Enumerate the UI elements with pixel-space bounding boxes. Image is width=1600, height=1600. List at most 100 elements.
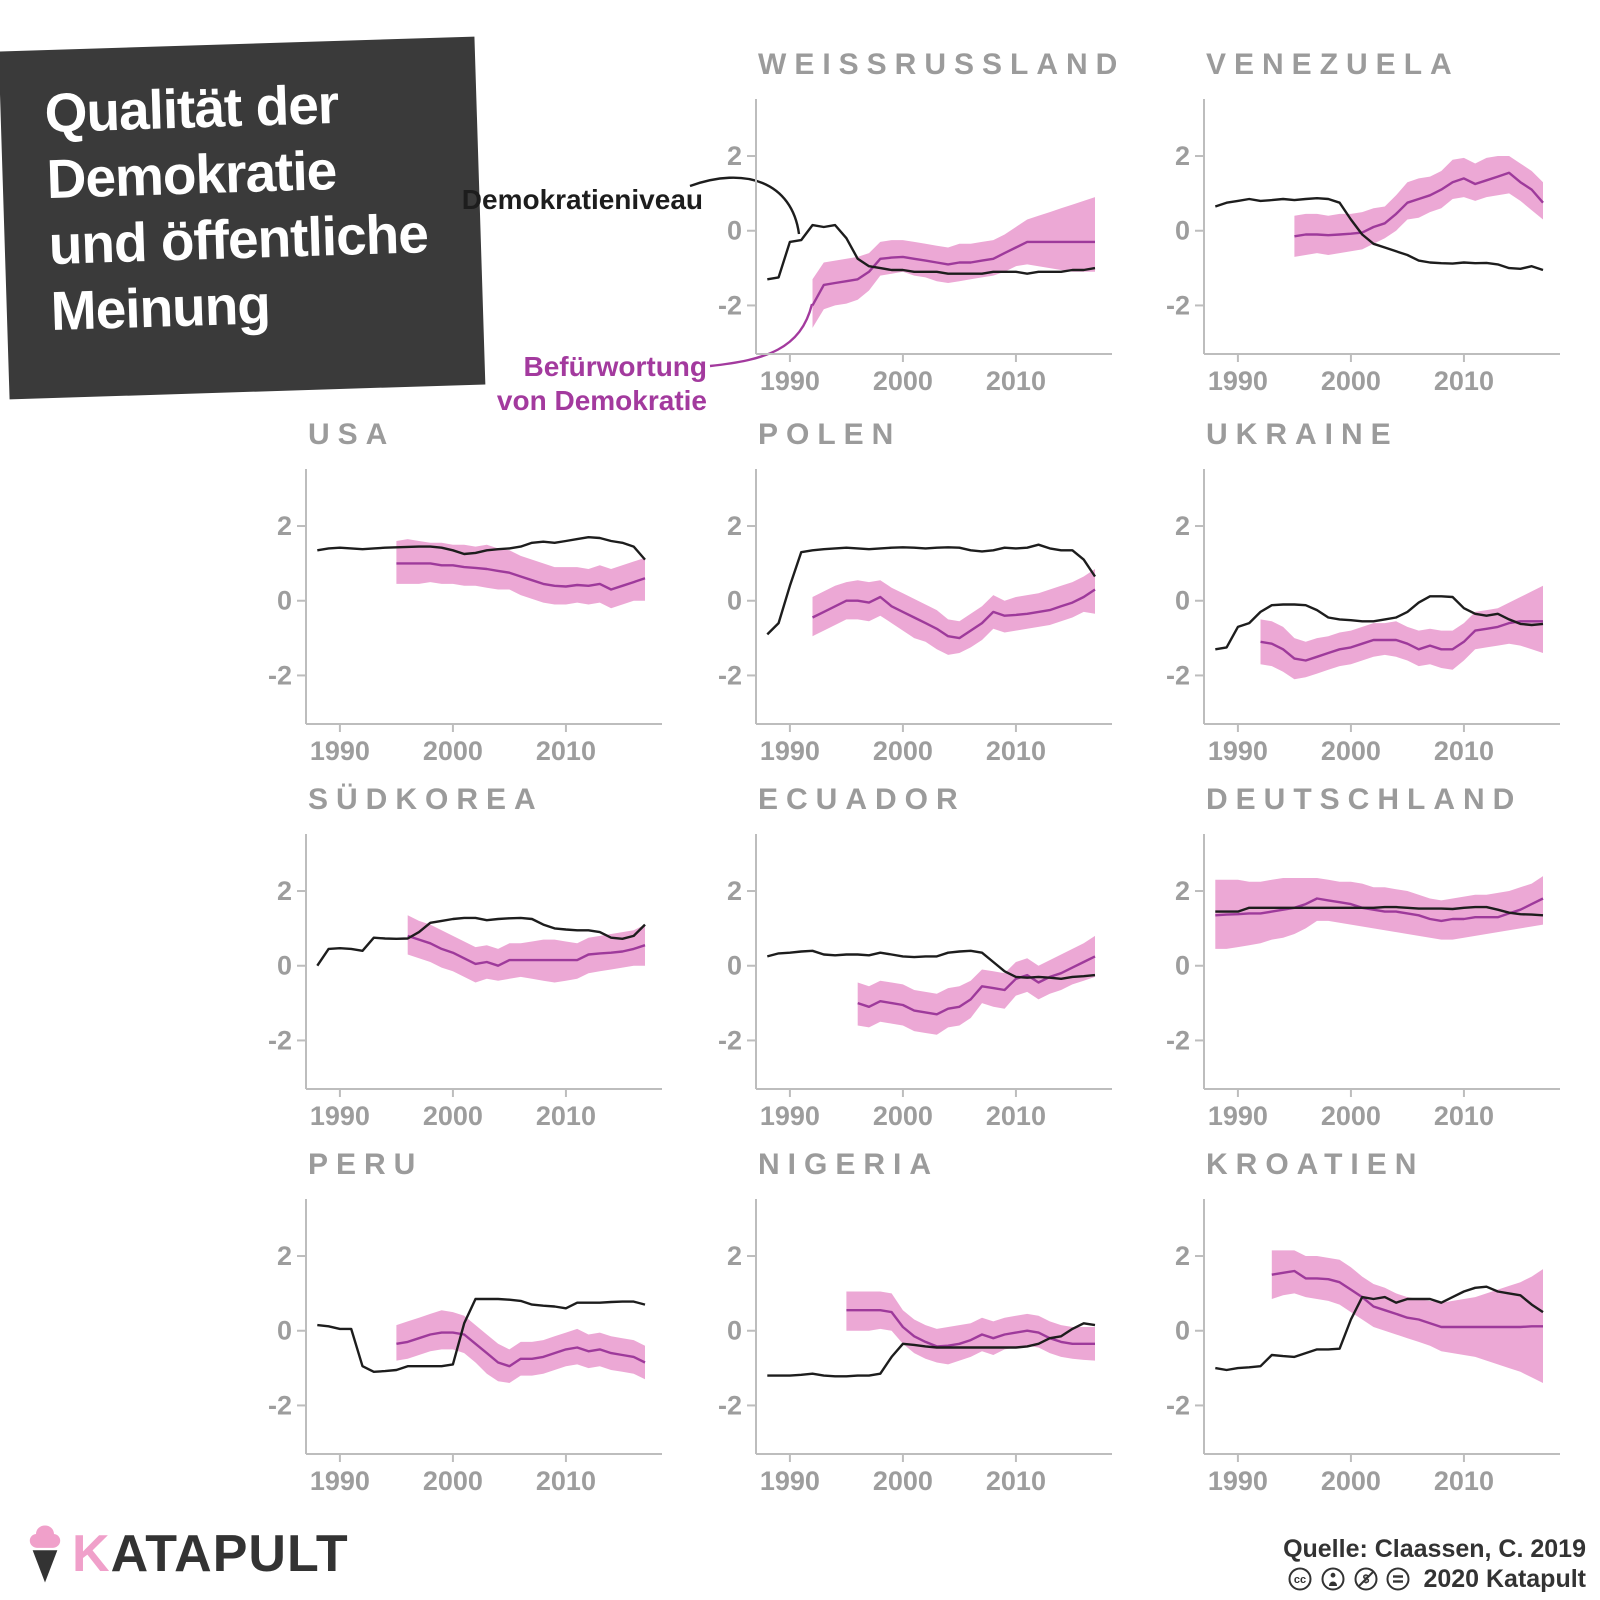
chart-cell: KROATIEN 2 0 -2 1990 2000 2010 bbox=[1148, 1148, 1568, 1498]
y-tick-label: 0 bbox=[277, 586, 292, 616]
support-line bbox=[407, 934, 646, 967]
x-tick-label: 1990 bbox=[760, 1101, 820, 1131]
chart-title: POLEN bbox=[758, 418, 902, 451]
y-tick-label: 0 bbox=[277, 1316, 292, 1346]
x-tick-label: 2000 bbox=[873, 366, 933, 396]
chart-cell: SÜDKOREA 2 0 -2 1990 2000 2010 bbox=[250, 783, 670, 1133]
license-line: cc $ 2020 Katapult bbox=[1283, 1564, 1586, 1598]
level-line bbox=[766, 949, 1096, 981]
x-tick-label: 2010 bbox=[1434, 736, 1494, 766]
support-line bbox=[857, 955, 1096, 1016]
chart-plot: 2 0 -2 1990 2000 2010 bbox=[718, 99, 1112, 396]
x-tick-label: 1990 bbox=[1208, 1101, 1268, 1131]
chart-plot: 2 0 -2 1990 2000 2010 bbox=[1166, 1199, 1560, 1496]
x-tick-label: 2000 bbox=[1321, 1101, 1381, 1131]
y-tick-label: -2 bbox=[718, 290, 742, 320]
y-tick-label: 0 bbox=[277, 951, 292, 981]
y-tick-label: 0 bbox=[1175, 586, 1190, 616]
y-tick-label: 2 bbox=[727, 1241, 742, 1271]
chart-plot: 2 0 -2 1990 2000 2010 bbox=[718, 1199, 1112, 1496]
x-tick-label: 2000 bbox=[423, 1101, 483, 1131]
source-block: Quelle: Claassen, C. 2019 cc $ bbox=[1283, 1534, 1586, 1598]
title-box: Qualität der Demokratie und öffentliche Mei… bbox=[0, 36, 486, 400]
legend-level-label: Demokratieniveau bbox=[461, 184, 703, 215]
support-line bbox=[846, 1308, 1095, 1348]
chart-cell: POLEN 2 0 -2 1990 2000 2010 bbox=[700, 418, 1120, 768]
x-tick-label: 2010 bbox=[536, 736, 596, 766]
cc-nc-icon: $ bbox=[1354, 1567, 1378, 1591]
cc-nd-icon bbox=[1386, 1567, 1410, 1591]
legend-support-line2: von Demokratie bbox=[496, 384, 707, 416]
x-tick-label: 2000 bbox=[1321, 366, 1381, 396]
y-tick-label: 2 bbox=[1175, 876, 1190, 906]
chart-plot: 2 0 -2 1990 2000 2010 bbox=[718, 834, 1112, 1131]
cc-icon: cc bbox=[1288, 1567, 1312, 1591]
x-tick-label: 2010 bbox=[1434, 1466, 1494, 1496]
x-tick-label: 2000 bbox=[1321, 736, 1381, 766]
brand-wordmark: KATAPULT bbox=[72, 1524, 349, 1584]
chart-cell: UKRAINE 2 0 -2 1990 2000 2010 bbox=[1148, 418, 1568, 768]
y-tick-label: 0 bbox=[727, 586, 742, 616]
brand-rest: ATAPULT bbox=[110, 1525, 349, 1583]
chart-cell: VENEZUELA 2 0 -2 1990 2000 2010 bbox=[1148, 48, 1568, 398]
x-tick-label: 2010 bbox=[536, 1101, 596, 1131]
confidence-band bbox=[396, 1310, 645, 1383]
chart-plot: 2 0 -2 1990 2000 2010 bbox=[718, 469, 1112, 766]
cc-by-icon bbox=[1321, 1567, 1345, 1591]
chart-plot: 2 0 -2 1990 2000 2010 bbox=[1166, 469, 1560, 766]
y-tick-label: -2 bbox=[718, 1025, 742, 1055]
level-line bbox=[767, 223, 1096, 281]
support-line bbox=[1271, 1269, 1543, 1329]
x-tick-label: 2010 bbox=[536, 1466, 596, 1496]
y-tick-label: 0 bbox=[727, 216, 742, 246]
infographic-title: Qualität der Demokratie und öffentliche Mei… bbox=[0, 37, 484, 346]
chart-title: SÜDKOREA bbox=[308, 783, 544, 816]
level-line bbox=[1214, 196, 1544, 272]
y-tick-label: 2 bbox=[1175, 1241, 1190, 1271]
chart-plot: 2 0 -2 1990 2000 2010 bbox=[268, 469, 662, 766]
y-tick-label: -2 bbox=[1166, 290, 1190, 320]
legend-support-label: Befürwortung von Demokratie bbox=[417, 350, 707, 417]
brand-logo: KATAPULT bbox=[26, 1522, 349, 1586]
legend-support-line1: Befürwortung bbox=[523, 351, 707, 382]
brand-letter-k: K bbox=[72, 1525, 111, 1583]
chart-plot: 2 0 -2 1990 2000 2010 bbox=[268, 834, 662, 1131]
y-tick-label: -2 bbox=[268, 1025, 292, 1055]
y-tick-label: -2 bbox=[1166, 1025, 1190, 1055]
chart-title: USA bbox=[308, 418, 396, 451]
y-tick-label: -2 bbox=[268, 1390, 292, 1420]
x-tick-label: 1990 bbox=[310, 1466, 370, 1496]
level-line bbox=[317, 1297, 646, 1374]
support-line bbox=[811, 240, 1095, 306]
x-tick-label: 1990 bbox=[760, 366, 820, 396]
support-line bbox=[1260, 620, 1543, 662]
y-tick-label: -2 bbox=[1166, 1390, 1190, 1420]
y-tick-label: 0 bbox=[1175, 216, 1190, 246]
chart-title: UKRAINE bbox=[1206, 418, 1399, 451]
source-line: Quelle: Claassen, C. 2019 bbox=[1283, 1535, 1586, 1563]
y-tick-label: 2 bbox=[727, 511, 742, 541]
confidence-band bbox=[1215, 876, 1543, 949]
title-line: Meinung bbox=[49, 273, 271, 343]
support-line bbox=[396, 1331, 646, 1368]
license-icons: cc $ bbox=[1288, 1567, 1413, 1598]
level-line bbox=[1215, 595, 1544, 651]
x-tick-label: 2000 bbox=[873, 1101, 933, 1131]
level-line bbox=[317, 535, 646, 561]
chart-title: PERU bbox=[308, 1148, 424, 1181]
y-tick-label: 2 bbox=[277, 876, 292, 906]
y-tick-label: 2 bbox=[1175, 141, 1190, 171]
support-line bbox=[1294, 171, 1544, 238]
support-line bbox=[1215, 897, 1544, 923]
y-tick-label: 0 bbox=[1175, 951, 1190, 981]
x-tick-label: 2000 bbox=[423, 1466, 483, 1496]
x-tick-label: 2010 bbox=[1434, 1101, 1494, 1131]
support-line bbox=[811, 588, 1096, 640]
x-tick-label: 1990 bbox=[760, 736, 820, 766]
chart-cell: PERU 2 0 -2 1990 2000 2010 bbox=[250, 1148, 670, 1498]
chart-cell: NIGERIA 2 0 -2 1990 2000 2010 bbox=[700, 1148, 1120, 1498]
confidence-band bbox=[846, 1291, 1095, 1365]
ice-cream-cone-icon bbox=[29, 1525, 61, 1583]
y-tick-label: -2 bbox=[718, 660, 742, 690]
